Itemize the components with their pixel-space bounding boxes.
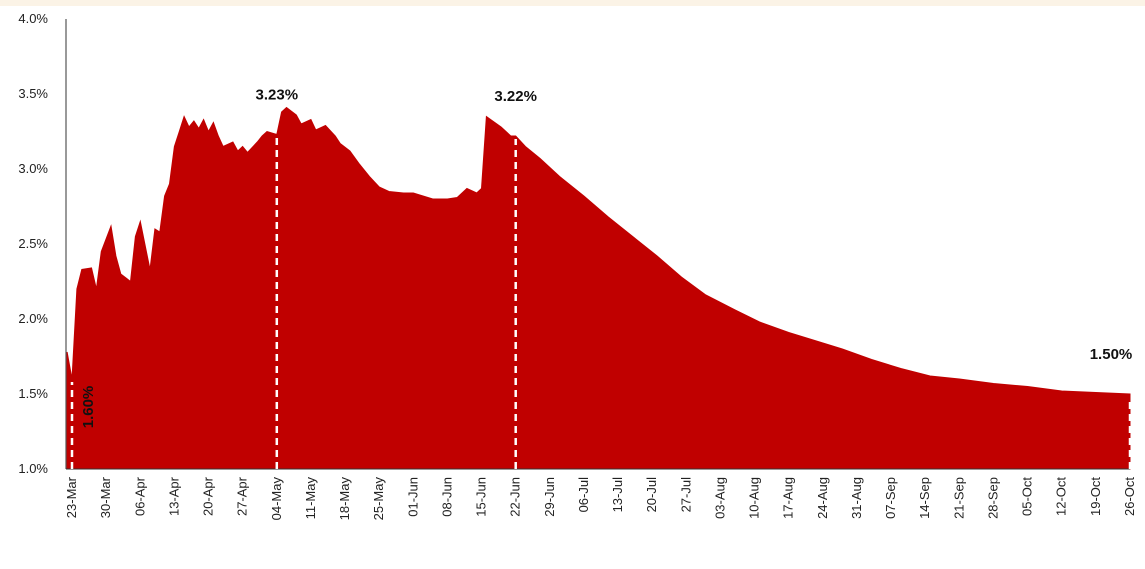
x-tick-label: 19-Oct	[1088, 477, 1103, 516]
x-tick-label: 23-Mar	[64, 476, 79, 518]
x-tick-label: 12-Oct	[1054, 477, 1069, 516]
y-tick-label: 3.0%	[18, 161, 48, 176]
x-tick-label: 10-Aug	[747, 477, 762, 519]
x-tick-label: 18-May	[337, 477, 352, 521]
x-tick-label: 15-Jun	[474, 477, 489, 517]
x-tick-label: 26-Oct	[1122, 477, 1137, 516]
x-tick-label: 21-Sep	[951, 477, 966, 519]
x-tick-label: 06-Apr	[132, 476, 147, 516]
x-tick-label: 06-Jul	[576, 477, 591, 513]
x-tick-label: 27-Jul	[678, 477, 693, 513]
x-tick-label: 03-Aug	[713, 477, 728, 519]
x-tick-label: 08-Jun	[439, 477, 454, 517]
x-tick-label: 27-Apr	[235, 476, 250, 516]
x-tick-label: 22-Jun	[508, 477, 523, 517]
x-tick-label: 13-Apr	[166, 476, 181, 516]
annotation-label-0: 1.60%	[80, 386, 97, 429]
x-tick-label: 04-May	[269, 477, 284, 521]
x-tick-label: 31-Aug	[849, 477, 864, 519]
annotation-label-3: 1.50%	[1090, 346, 1133, 363]
y-tick-label: 2.5%	[18, 236, 48, 251]
x-tick-label: 01-Jun	[405, 477, 420, 517]
x-tick-label: 13-Jul	[610, 477, 625, 513]
y-tick-label: 2.0%	[18, 311, 48, 326]
x-tick-label: 30-Mar	[98, 476, 113, 518]
x-tick-label: 20-Apr	[201, 476, 216, 516]
y-tick-label: 4.0%	[18, 11, 48, 26]
x-tick-label: 11-May	[303, 477, 318, 520]
x-tick-label: 17-Aug	[781, 477, 796, 519]
x-tick-label: 07-Sep	[883, 477, 898, 519]
area-series-0	[66, 106, 1131, 470]
annotation-label-2: 3.22%	[494, 88, 537, 105]
x-tick-label: 24-Aug	[815, 477, 830, 519]
x-tick-label: 20-Jul	[644, 477, 659, 513]
y-tick-label: 1.5%	[18, 386, 48, 401]
x-tick-label: 05-Oct	[1020, 477, 1035, 516]
x-tick-label: 14-Sep	[917, 477, 932, 519]
x-tick-label: 25-May	[371, 477, 386, 521]
x-tick-label: 28-Sep	[986, 477, 1001, 519]
y-tick-label: 1.0%	[18, 461, 48, 476]
y-tick-label: 3.5%	[18, 86, 48, 101]
annotation-label-1: 3.23%	[256, 87, 299, 104]
x-tick-label: 29-Jun	[542, 477, 557, 517]
top-border-strip	[0, 0, 1145, 6]
